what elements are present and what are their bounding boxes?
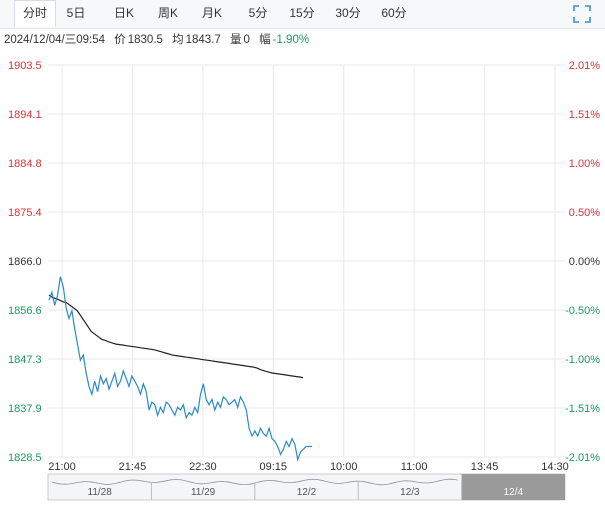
fullscreen-icon[interactable] xyxy=(573,5,591,23)
x-tick: 14:30 xyxy=(541,461,569,473)
navigator-date: 12/3 xyxy=(400,487,420,498)
navigator-date: 12/2 xyxy=(297,487,317,498)
price-line xyxy=(48,276,312,462)
navigator-selection[interactable] xyxy=(461,474,565,500)
y-tick-left: 1847.3 xyxy=(8,354,42,366)
y-tick-left: 1828.5 xyxy=(8,452,42,464)
y-tick-left: 1837.9 xyxy=(8,403,42,415)
navigator-date: 11/29 xyxy=(191,487,216,498)
y-tick-left: 1884.8 xyxy=(8,158,42,170)
tab-weekly-k[interactable]: 周K xyxy=(157,6,178,20)
y-tick-right: 0.50% xyxy=(569,207,600,219)
y-tick-right: -2.01% xyxy=(565,452,600,464)
y-tick-left: 1856.6 xyxy=(8,305,42,317)
price-label: 价 xyxy=(114,34,126,46)
tab-60min[interactable]: 60分 xyxy=(381,6,407,20)
chart-grid xyxy=(48,64,565,458)
range-navigator[interactable]: 11/28 11/29 12/2 12/3 12/4 xyxy=(47,473,566,501)
y-axis-right: 2.01% 1.51% 1.00% 0.50% 0.00% -0.50% -1.00% -1.… xyxy=(565,60,600,464)
y-tick-right: 2.01% xyxy=(569,60,600,72)
y-tick-right: 1.51% xyxy=(569,109,600,121)
y-tick-right: -1.00% xyxy=(565,354,600,366)
quote-datetime: 2024/12/04/三09:54 xyxy=(4,34,106,46)
volume-value: 0 xyxy=(243,34,250,46)
intraday-chart[interactable]: 1903.5 1894.1 1884.8 1875.4 1866.0 1856.6 1847… xyxy=(0,50,605,505)
tab-daily-k[interactable]: 日K xyxy=(113,6,134,20)
price-value: 1830.5 xyxy=(127,34,163,46)
x-tick: 10:00 xyxy=(330,461,358,473)
x-tick: 22:30 xyxy=(189,461,217,473)
navigator-date: 12/4 xyxy=(504,487,524,498)
tab-intraday[interactable]: 分时 xyxy=(14,0,56,27)
navigator-date: 11/28 xyxy=(88,487,113,498)
x-tick: 21:45 xyxy=(119,461,147,473)
x-tick: 21:00 xyxy=(48,461,76,473)
y-tick-right: 1.00% xyxy=(569,158,600,170)
average-price-line xyxy=(48,294,304,379)
x-tick: 11:00 xyxy=(401,461,428,473)
x-tick: 13:45 xyxy=(471,461,499,473)
volume-label: 量 xyxy=(230,34,242,46)
y-tick-right: 0.00% xyxy=(569,256,600,268)
x-axis: 21:00 21:45 22:30 09:15 10:00 11:00 13:45 14:30 xyxy=(48,461,569,473)
change-label: 幅 xyxy=(259,34,271,46)
y-tick-left: 1903.5 xyxy=(8,60,42,72)
tab-30min[interactable]: 30分 xyxy=(335,6,361,20)
tab-5min[interactable]: 5分 xyxy=(248,6,268,20)
avg-label: 均 xyxy=(172,34,184,46)
y-axis-left: 1903.5 1894.1 1884.8 1875.4 1866.0 1856.6 1847… xyxy=(8,60,42,464)
tab-15min[interactable]: 15分 xyxy=(289,6,315,20)
y-tick-left: 1866.0 xyxy=(8,256,42,268)
y-tick-right: -1.51% xyxy=(565,403,600,415)
y-tick-right: -0.50% xyxy=(565,305,600,317)
tab-5day[interactable]: 5日 xyxy=(66,6,86,20)
change-value: -1.90% xyxy=(272,34,310,46)
y-tick-left: 1875.4 xyxy=(8,207,42,219)
avg-value: 1843.7 xyxy=(185,34,221,46)
y-tick-left: 1894.1 xyxy=(8,109,42,121)
tab-monthly-k[interactable]: 月K xyxy=(201,6,222,20)
period-tabs: 分时 5日 日K 周K 月K 5分 15分 30分 60分 xyxy=(0,0,605,29)
x-tick: 09:15 xyxy=(260,461,288,473)
